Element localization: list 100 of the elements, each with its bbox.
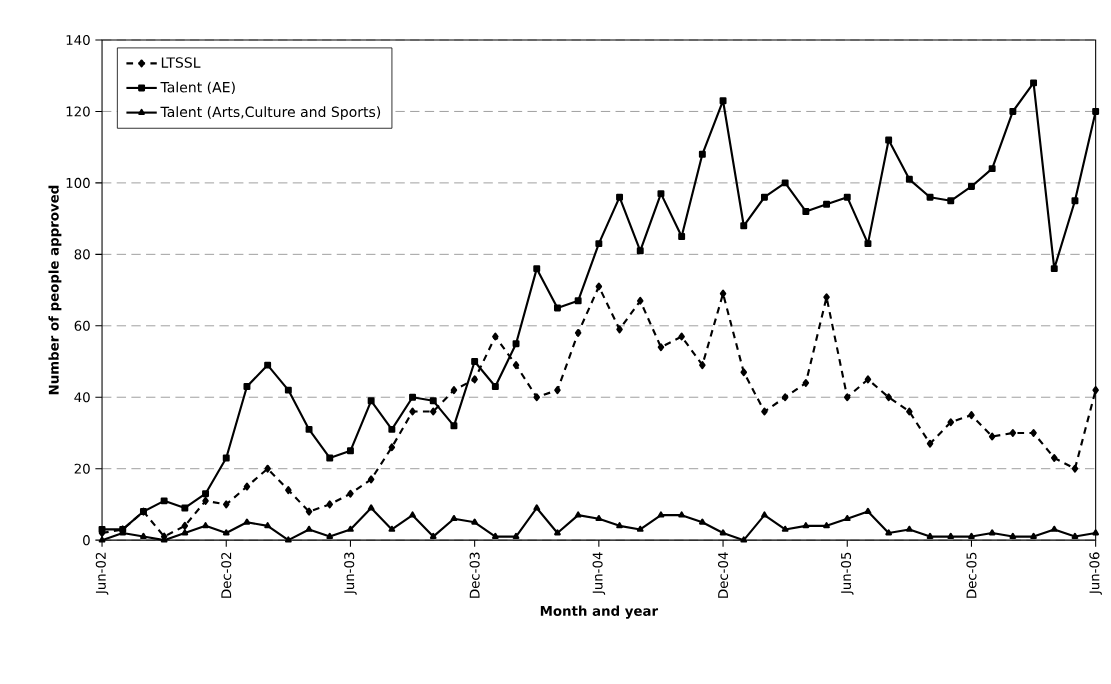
point xyxy=(740,536,748,543)
point xyxy=(409,393,417,401)
point xyxy=(491,532,499,539)
point xyxy=(367,504,375,511)
point xyxy=(926,193,934,201)
point xyxy=(1071,464,1079,473)
point xyxy=(202,522,209,529)
point xyxy=(1092,107,1100,115)
point xyxy=(802,522,810,529)
point xyxy=(699,361,706,370)
point xyxy=(657,343,665,352)
point xyxy=(284,536,292,543)
point xyxy=(305,425,313,433)
point xyxy=(740,222,748,230)
x-tick-label: Jun-06 xyxy=(1089,552,1102,595)
point xyxy=(761,511,768,518)
point xyxy=(781,525,789,532)
point xyxy=(988,165,996,172)
legend-label: LTSSL xyxy=(161,57,201,68)
x-tick-label: Dec-03 xyxy=(469,552,480,598)
point xyxy=(243,482,251,491)
point xyxy=(947,418,955,427)
point xyxy=(181,521,189,530)
point xyxy=(243,382,251,390)
point xyxy=(843,514,851,522)
point xyxy=(595,514,603,522)
point xyxy=(181,529,189,536)
point xyxy=(160,497,168,505)
x-tick-label: Dec-05 xyxy=(966,552,977,598)
point xyxy=(264,361,272,369)
point xyxy=(1009,107,1017,115)
point xyxy=(1050,265,1058,273)
point xyxy=(512,361,520,370)
point xyxy=(554,529,561,536)
point xyxy=(657,190,665,197)
point xyxy=(1009,532,1017,539)
point xyxy=(1030,532,1037,539)
x-tick-label: Jun-02 xyxy=(95,552,109,595)
point xyxy=(574,511,582,518)
point xyxy=(719,529,727,536)
point xyxy=(1092,529,1100,536)
point xyxy=(533,265,541,273)
point xyxy=(202,496,209,505)
point xyxy=(595,282,603,291)
point xyxy=(367,475,375,484)
point xyxy=(968,411,975,420)
point xyxy=(906,407,913,416)
point xyxy=(947,532,955,539)
point xyxy=(533,504,541,511)
point xyxy=(409,511,416,518)
point xyxy=(326,532,334,539)
point xyxy=(802,378,810,387)
point xyxy=(222,454,230,462)
point xyxy=(905,525,913,532)
point xyxy=(823,293,830,302)
point xyxy=(885,529,893,536)
point xyxy=(305,507,313,516)
point xyxy=(885,136,893,144)
point xyxy=(1050,525,1058,532)
point xyxy=(719,289,727,298)
point xyxy=(760,193,768,201)
x-axis-title: Month and year xyxy=(540,605,659,619)
point xyxy=(222,529,230,536)
point xyxy=(305,525,313,532)
point xyxy=(678,332,685,341)
point xyxy=(823,200,831,208)
point xyxy=(429,407,437,416)
point xyxy=(98,525,106,533)
point xyxy=(181,504,189,512)
point xyxy=(864,375,872,384)
point xyxy=(678,511,686,518)
point xyxy=(968,532,975,539)
point xyxy=(388,443,396,452)
y-tick-label: 140 xyxy=(66,34,90,45)
point xyxy=(346,447,354,455)
point xyxy=(347,525,354,532)
point xyxy=(823,522,830,529)
point xyxy=(636,525,644,532)
point xyxy=(554,386,561,395)
x-tick-label: Jun-04 xyxy=(592,552,606,595)
point xyxy=(429,532,437,539)
y-tick-label: 40 xyxy=(74,392,90,403)
y-tick-label: 120 xyxy=(66,106,90,117)
point xyxy=(326,500,334,509)
point xyxy=(388,525,396,532)
point xyxy=(616,325,623,334)
point xyxy=(512,340,520,348)
point xyxy=(843,193,851,201)
point xyxy=(1030,428,1037,437)
point xyxy=(636,247,644,255)
point xyxy=(967,182,975,190)
point xyxy=(140,532,147,539)
point xyxy=(740,368,748,377)
point xyxy=(657,511,665,518)
point xyxy=(698,150,706,158)
legend-label: Talent (Arts,Culture and Sports) xyxy=(160,106,381,120)
point xyxy=(719,97,727,105)
point xyxy=(471,518,479,525)
point xyxy=(409,407,416,416)
point xyxy=(388,425,396,433)
